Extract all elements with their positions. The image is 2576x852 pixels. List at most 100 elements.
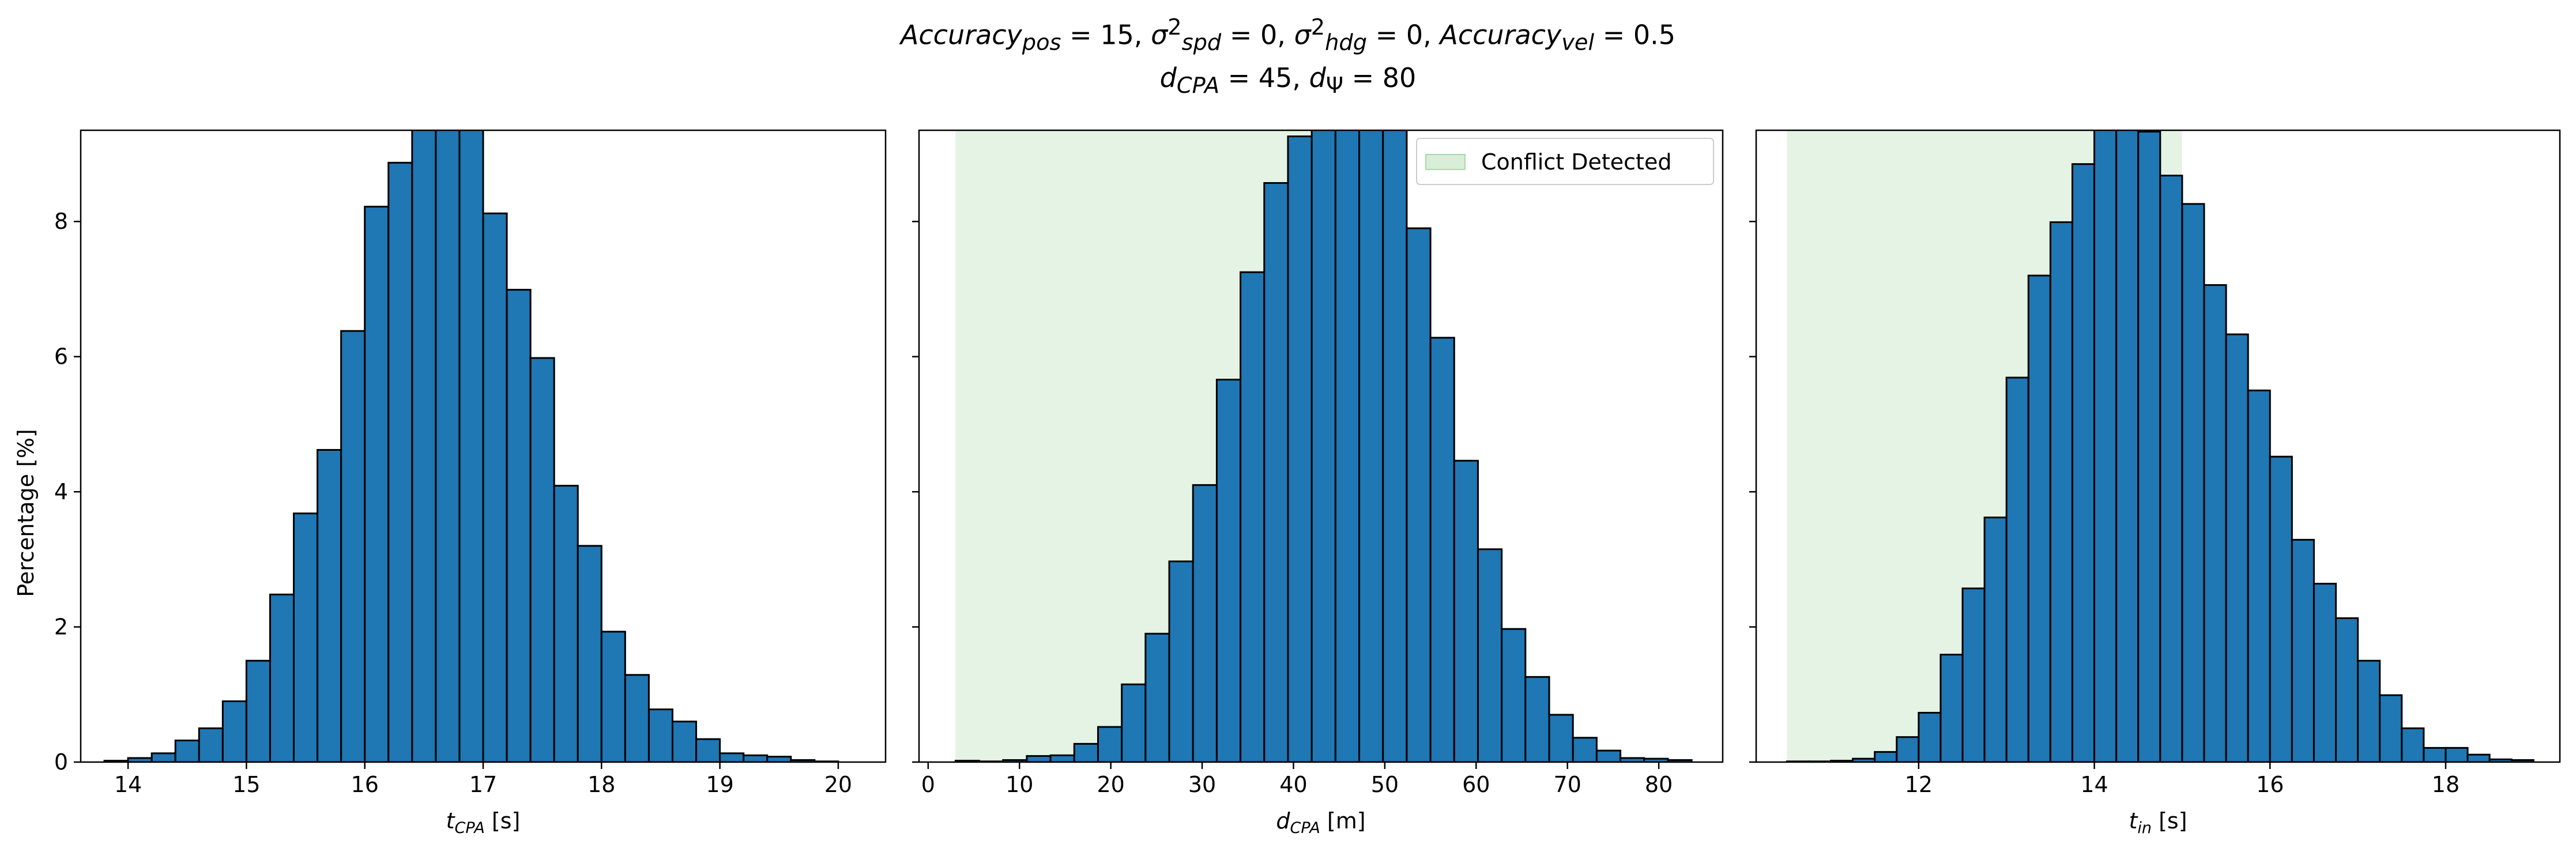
histogram-bar <box>1549 715 1573 762</box>
histogram-bar <box>1050 755 1074 762</box>
histogram-bar <box>696 739 720 762</box>
x-tick-label: 20 <box>824 772 852 797</box>
histogram-bar <box>1984 518 2006 762</box>
x-tick-label: 50 <box>1371 772 1399 797</box>
x-tick-label: 15 <box>232 772 260 797</box>
histogram-bar <box>270 594 293 762</box>
histogram-bar <box>507 290 530 762</box>
histogram-bar <box>1526 677 1549 762</box>
histogram-bar <box>601 632 625 762</box>
x-tick-label: 20 <box>1097 772 1124 797</box>
histogram-bar <box>530 358 554 762</box>
histogram-bar <box>1335 95 1359 762</box>
histogram-bar <box>1383 123 1407 762</box>
y-tick-label: 8 <box>54 209 68 234</box>
histogram-bar <box>2050 222 2072 762</box>
histogram-bar <box>1596 751 1620 762</box>
x-axis-label: tin [s] <box>2129 808 2187 837</box>
histogram-bar <box>1169 561 1193 762</box>
histogram-bar <box>1573 738 1596 762</box>
histogram-bar <box>2292 540 2314 762</box>
histogram-bar <box>554 486 578 762</box>
histogram-bar <box>483 213 507 762</box>
histogram-bar <box>412 126 436 762</box>
subplots: 14 15 16 17 18 19 20 0 2 4 6 8 tCPA [s] 0 10 20 30 40 50 60… <box>54 66 2560 837</box>
histogram-bar <box>1241 272 1264 762</box>
histogram-bar <box>672 722 696 762</box>
histogram-bar <box>199 728 223 762</box>
histogram-bar <box>2270 457 2292 762</box>
subplot-1: 14 15 16 17 18 19 20 0 2 4 6 8 tCPA [s] <box>54 66 886 837</box>
histogram-bar <box>2204 285 2226 762</box>
histogram-bar <box>1897 737 1919 762</box>
histogram-bar <box>1146 634 1169 762</box>
y-tick-label: 4 <box>54 479 68 504</box>
plot-area <box>104 66 838 762</box>
x-tick-label: 16 <box>351 772 379 797</box>
histogram-bar <box>2248 390 2270 762</box>
histogram-bar <box>767 757 791 762</box>
histogram-bar <box>1875 752 1897 762</box>
x-tick-label: 12 <box>1905 772 1933 797</box>
histogram-bar <box>744 755 767 762</box>
x-tick-label: 14 <box>114 772 142 797</box>
histogram-bar <box>2182 204 2204 762</box>
x-tick-label: 10 <box>1005 772 1033 797</box>
x-tick-label: 18 <box>2432 772 2460 797</box>
x-axis-label: dCPA [m] <box>1276 808 1365 837</box>
histogram-bar <box>2380 695 2402 762</box>
y-tick-label: 0 <box>54 749 68 775</box>
histogram-bar <box>1074 744 1098 762</box>
x-tick-label: 70 <box>1554 772 1581 797</box>
x-tick-label: 30 <box>1188 772 1216 797</box>
legend-swatch <box>1426 154 1465 169</box>
histogram-bar <box>1963 589 1984 762</box>
histogram-bar <box>318 450 341 762</box>
histogram-bar <box>246 661 270 762</box>
histogram-bar <box>2138 131 2160 762</box>
histogram-bar <box>2116 124 2138 762</box>
histogram-bar <box>1288 137 1312 762</box>
histogram-bar <box>2468 755 2490 762</box>
histogram-bar <box>1478 549 1501 762</box>
histogram-bar <box>1122 684 1146 762</box>
histogram-bar <box>1919 712 1941 762</box>
y-axis-label: Percentage [%] <box>13 429 39 597</box>
x-tick-label: 18 <box>587 772 615 797</box>
histogram-bar <box>1217 380 1240 762</box>
histogram-bar <box>1264 183 1288 762</box>
histogram-bar <box>294 514 318 762</box>
histogram-bar <box>2072 164 2094 762</box>
histogram-bar <box>2424 748 2446 762</box>
histogram-bar <box>1407 228 1430 762</box>
histogram-bar <box>1359 73 1383 762</box>
histogram-bar <box>460 66 483 762</box>
histogram-bar <box>1312 114 1335 762</box>
x-tick-label: 14 <box>2080 772 2108 797</box>
histogram-bar <box>365 206 389 762</box>
histogram-bar <box>175 740 199 762</box>
x-tick-label: 19 <box>706 772 733 797</box>
histogram-bar <box>2095 105 2116 762</box>
histogram-bar <box>649 710 672 762</box>
histogram-bar <box>1502 629 1526 762</box>
histogram-bar <box>436 73 460 762</box>
x-tick-label: 17 <box>469 772 497 797</box>
y-tick-label: 6 <box>54 344 68 370</box>
histogram-bar <box>2336 618 2358 762</box>
histogram-bar <box>152 753 175 762</box>
histogram-bar <box>1430 338 1454 762</box>
x-axis-label: tCPA [s] <box>446 808 521 837</box>
histogram-bar <box>1027 756 1050 762</box>
x-tick-label: 16 <box>2256 772 2284 797</box>
histogram-bar <box>625 675 649 762</box>
histogram-bar <box>2006 378 2028 762</box>
x-tick-label: 80 <box>1645 772 1673 797</box>
legend-label: Conflict Detected <box>1481 149 1671 175</box>
legend: Conflict Detected <box>1417 138 1713 184</box>
histogram-bar <box>720 753 744 762</box>
histogram-bar <box>2314 584 2336 762</box>
histogram-bar <box>1454 461 1478 762</box>
histogram-bar <box>2028 276 2050 762</box>
